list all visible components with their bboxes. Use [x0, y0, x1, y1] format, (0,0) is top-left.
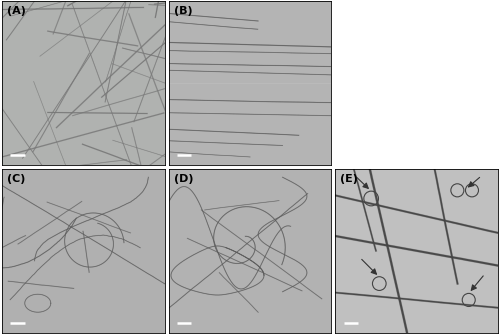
Text: (D): (D) [174, 174, 193, 184]
Text: (C): (C) [7, 174, 26, 184]
Text: (E): (E) [340, 174, 358, 184]
Text: (A): (A) [7, 6, 26, 16]
Text: (B): (B) [174, 6, 192, 16]
